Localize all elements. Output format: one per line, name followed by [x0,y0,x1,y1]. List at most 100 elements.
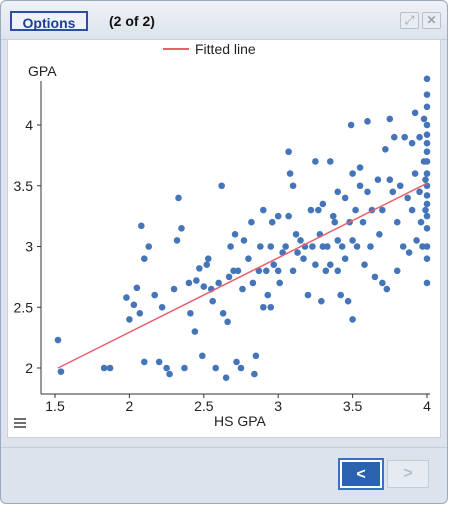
navigation-footer: < > [1,447,447,504]
data-point [408,206,416,214]
window-titlebar: Options (2 of 2) ⤢ ✕ [1,1,447,40]
data-point [257,243,264,250]
data-point [151,291,158,299]
data-point [270,261,278,269]
data-point [57,368,65,375]
data-point [408,139,416,147]
data-point [133,284,141,292]
y-tick-label: 4 [25,117,33,133]
data-point [326,261,334,269]
data-point [185,279,193,287]
data-point [423,170,431,177]
data-point [136,310,144,317]
data-point [251,370,258,378]
x-tick-label: 3.5 [343,398,363,414]
x-ticks: 1.5 2 2.5 3 3.5 4 [45,394,431,414]
data-point [423,212,431,220]
data-point [359,218,367,226]
data-point [423,139,431,147]
data-point [175,194,182,202]
data-point [318,297,325,305]
data-point [187,310,194,317]
data-point [334,188,342,196]
data-point [422,206,429,214]
data-point [245,255,252,262]
x-tick-label: 1.5 [45,398,65,414]
data-point [371,273,379,281]
data-point [140,358,148,366]
data-point [309,243,316,250]
data-point [100,364,108,372]
x-tick-label: 2 [126,398,134,414]
data-point [264,291,272,299]
data-point [326,158,334,165]
data-point [191,328,199,335]
data-point [417,218,425,226]
data-point [255,267,263,275]
data-point [379,279,386,287]
data-point [405,249,413,256]
data-point [423,243,431,250]
data-point [416,188,423,196]
data-point [297,237,304,244]
data-point [267,303,275,311]
hamburger-menu-icon[interactable] [14,418,26,430]
expand-icon[interactable]: ⤢ [400,12,419,29]
data-point [315,206,322,214]
fitted-line [57,182,428,369]
data-point [411,170,419,177]
data-point [268,218,276,226]
data-point [237,364,245,372]
data-point [200,283,208,290]
data-point [423,224,431,232]
data-point [294,249,301,256]
close-icon[interactable]: ✕ [422,12,441,29]
data-point [376,231,383,238]
page-counter: (2 of 2) [109,13,155,29]
data-point [334,267,342,275]
legend: Fitted line [163,41,256,57]
data-points [54,75,431,382]
data-point [239,285,246,293]
data-point [399,243,407,250]
data-point [341,194,349,202]
data-point [178,224,185,232]
data-point [334,237,342,244]
data-point [420,115,428,123]
data-point [240,237,248,244]
data-point [249,279,257,287]
data-point [222,374,230,382]
data-point [329,212,337,220]
data-point [204,255,212,262]
data-point [227,243,234,250]
previous-page-button[interactable]: < [338,458,384,490]
data-point [155,358,163,366]
data-point [423,121,431,129]
chart-panel: Fitted line GPA HS GPA 2 2.5 3 3.5 4 1.5 2 2.5… [7,39,441,438]
data-point [163,364,170,372]
data-point [349,170,356,177]
data-point [289,267,297,275]
data-point [140,255,148,262]
options-button[interactable]: Options [10,11,88,31]
data-point [396,182,404,190]
data-point [347,121,355,129]
data-point [353,243,361,250]
data-point [379,206,386,214]
data-point [274,212,282,220]
data-point [282,243,289,250]
x-tick-label: 3 [274,398,282,414]
data-point [312,158,319,165]
data-point [349,316,356,323]
data-point [341,255,349,262]
data-point [260,303,267,311]
data-point [126,316,133,323]
data-point [276,279,283,287]
data-point [231,231,239,238]
data-point [106,364,114,372]
next-page-button[interactable]: > [387,460,429,488]
y-tick-label: 3.5 [14,178,34,194]
data-point [181,364,188,372]
data-point [383,285,391,293]
